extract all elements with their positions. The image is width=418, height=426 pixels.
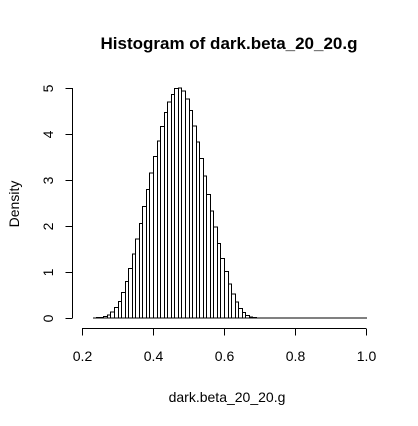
histogram-bar [114,307,119,319]
x-tick-label: 0.2 [73,348,93,364]
histogram-bar [199,158,204,319]
histogram-bar [142,206,147,319]
x-axis: 0.2 0.4 0.6 0.8 1.0 [73,328,377,364]
histogram-bar [128,267,133,319]
x-tick-label: 0.8 [286,348,306,364]
y-axis: 0 1 2 3 4 5 [40,84,73,322]
x-axis-label: dark.beta_20_20.g [169,389,286,405]
histogram-bar [231,293,236,319]
histogram-bar [206,193,211,319]
histogram-bar [245,314,250,319]
y-tick-label: 2 [40,222,56,230]
histogram-bar [174,88,179,319]
histogram-bar [185,98,190,319]
chart-title: Histogram of dark.beta_20_20.g [101,34,358,53]
y-axis-label: Density [6,181,22,228]
y-tick-label: 0 [40,314,56,322]
histogram-bar [252,316,257,319]
y-tick-label: 1 [40,268,56,276]
y-tick-label: 4 [40,130,56,138]
x-tick-label: 1.0 [357,348,377,364]
histogram-bar [160,125,165,319]
histogram-bar [192,125,197,319]
histogram-bar [224,271,229,319]
histogram-bars [93,87,367,319]
histogram-bar [103,315,108,319]
histogram-bar [149,172,154,319]
histogram-bar [121,292,126,319]
y-tick-label: 5 [40,84,56,92]
histogram-bar [153,155,158,319]
histogram-bar [220,257,225,319]
histogram-bar [238,307,243,319]
histogram-bar [110,311,115,319]
histogram-bar [135,238,140,319]
x-tick-label: 0.6 [215,348,235,364]
histogram-bar [167,101,172,319]
y-tick-label: 3 [40,176,56,184]
histogram-bar [181,90,186,319]
histogram-bar [213,226,218,319]
x-tick-label: 0.4 [144,348,164,364]
